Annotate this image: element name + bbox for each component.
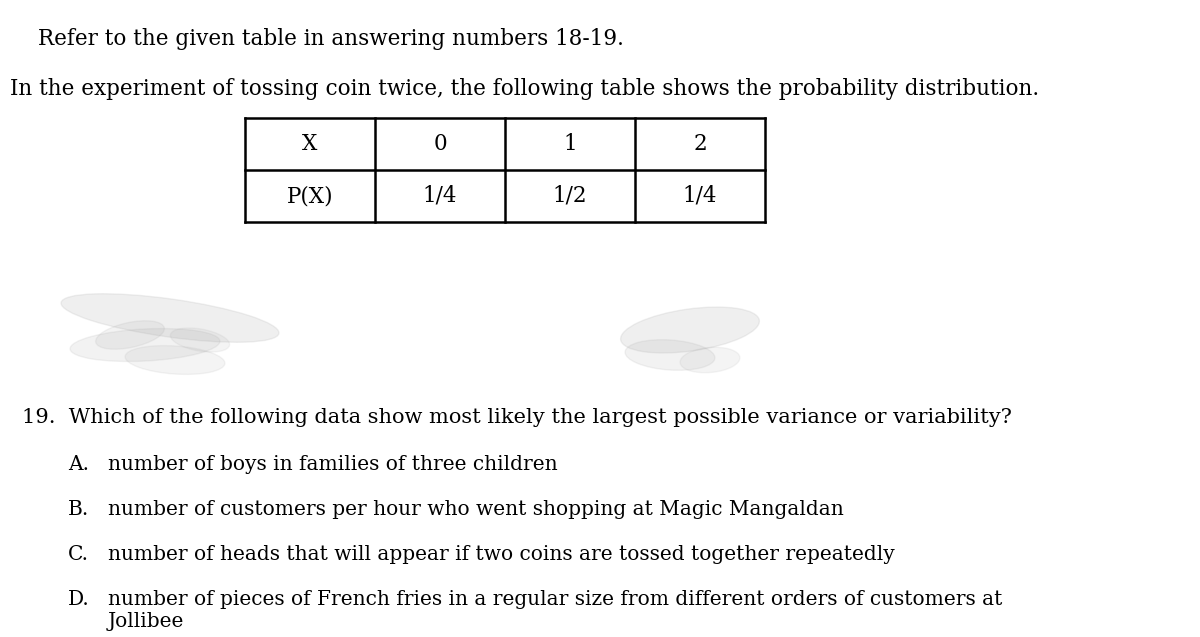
Text: 1/4: 1/4 (422, 185, 457, 207)
Ellipse shape (96, 321, 164, 349)
Text: Refer to the given table in answering numbers 18-19.: Refer to the given table in answering nu… (38, 28, 624, 50)
Ellipse shape (170, 328, 229, 352)
Text: 0: 0 (433, 133, 446, 155)
Text: number of boys in families of three children: number of boys in families of three chil… (108, 455, 558, 474)
Text: A.: A. (68, 455, 89, 474)
Ellipse shape (620, 307, 760, 353)
Ellipse shape (625, 340, 715, 370)
Ellipse shape (125, 346, 224, 375)
Text: B.: B. (68, 500, 89, 519)
Ellipse shape (680, 347, 740, 373)
Text: 1: 1 (563, 133, 577, 155)
Text: P(X): P(X) (287, 185, 334, 207)
Text: D.: D. (68, 590, 90, 609)
Ellipse shape (61, 294, 278, 342)
Text: X: X (302, 133, 318, 155)
Text: C.: C. (68, 545, 89, 564)
Text: In the experiment of tossing coin twice, the following table shows the probabili: In the experiment of tossing coin twice,… (10, 78, 1039, 100)
Ellipse shape (70, 329, 220, 361)
Text: 19.  Which of the following data show most likely the largest possible variance : 19. Which of the following data show mos… (22, 408, 1012, 427)
Text: 1/2: 1/2 (553, 185, 587, 207)
Text: 1/4: 1/4 (683, 185, 718, 207)
Text: number of customers per hour who went shopping at Magic Mangaldan: number of customers per hour who went sh… (108, 500, 844, 519)
Text: number of pieces of French fries in a regular size from different orders of cust: number of pieces of French fries in a re… (108, 590, 1002, 631)
Text: number of heads that will appear if two coins are tossed together repeatedly: number of heads that will appear if two … (108, 545, 895, 564)
Text: 2: 2 (694, 133, 707, 155)
